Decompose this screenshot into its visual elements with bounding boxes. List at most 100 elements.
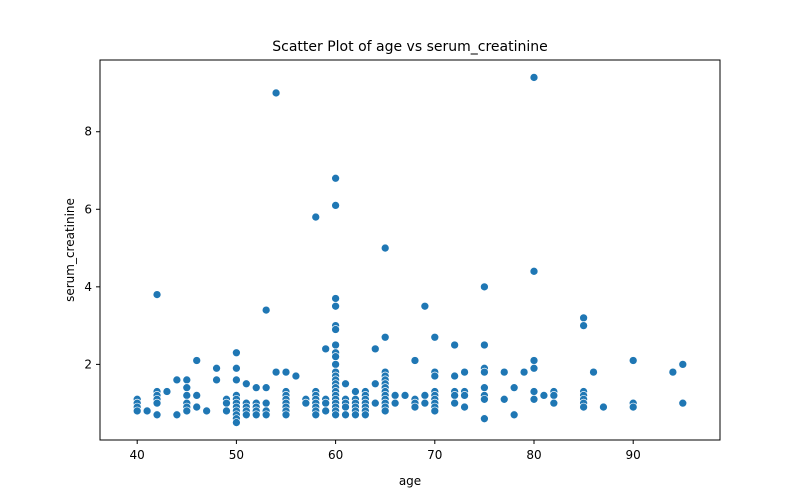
data-point <box>212 375 221 385</box>
data-point <box>460 367 469 377</box>
data-point <box>579 402 588 412</box>
x-axis-label: age <box>399 474 421 488</box>
x-tick-label: 70 <box>427 448 442 462</box>
data-point <box>182 391 192 400</box>
data-point <box>331 410 340 420</box>
data-point <box>628 402 638 412</box>
data-point <box>380 406 390 416</box>
data-point <box>301 398 311 408</box>
data-point <box>420 301 430 311</box>
data-point <box>232 363 241 373</box>
data-point <box>400 391 410 400</box>
data-point <box>192 356 202 365</box>
data-point <box>331 294 340 303</box>
data-point <box>132 406 142 416</box>
data-point <box>410 402 420 412</box>
data-point <box>182 406 192 416</box>
data-point <box>182 383 192 392</box>
data-point <box>232 348 241 358</box>
data-point <box>390 398 400 408</box>
data-point <box>152 290 162 299</box>
y-tick-label: 2 <box>84 357 92 371</box>
data-point <box>460 402 469 412</box>
data-point <box>212 363 221 373</box>
data-point <box>579 313 588 323</box>
chart-title: Scatter Plot of age vs serum_creatinine <box>272 39 547 55</box>
data-point <box>628 356 638 365</box>
data-point <box>351 387 360 396</box>
data-point <box>529 387 539 396</box>
data-point <box>341 410 350 420</box>
data-point <box>321 406 331 416</box>
y-axis: 2 4 6 8 <box>84 125 100 371</box>
data-point <box>331 325 340 334</box>
data-point <box>450 371 459 381</box>
data-point <box>162 387 172 396</box>
data-point <box>410 356 420 365</box>
data-point <box>172 375 182 385</box>
data-point <box>222 398 231 408</box>
data-point <box>311 410 321 420</box>
data-point <box>251 383 261 392</box>
data-point <box>331 173 340 183</box>
data-point <box>271 88 281 98</box>
data-point <box>261 305 271 315</box>
data-point <box>152 398 162 408</box>
data-point <box>549 398 559 408</box>
data-point <box>509 410 519 420</box>
data-point <box>589 367 598 377</box>
points-layer <box>132 73 688 427</box>
data-point <box>370 379 380 389</box>
data-point <box>539 391 549 400</box>
data-point <box>331 360 340 369</box>
data-point <box>420 391 430 400</box>
data-point <box>351 410 360 420</box>
data-point <box>232 418 241 427</box>
data-point <box>152 410 162 420</box>
data-point <box>480 340 489 350</box>
data-point <box>202 406 211 416</box>
data-point <box>450 340 459 350</box>
data-point <box>499 367 509 377</box>
data-point <box>370 398 380 408</box>
data-point <box>450 398 459 408</box>
data-point <box>480 394 489 404</box>
data-point <box>529 266 539 276</box>
data-point <box>430 406 440 416</box>
data-point <box>420 398 430 408</box>
data-point <box>678 398 688 408</box>
data-point <box>480 383 489 392</box>
data-point <box>678 360 688 369</box>
data-point <box>519 367 529 377</box>
data-point <box>480 414 489 424</box>
plot-frame <box>99 59 721 441</box>
data-point <box>241 410 251 420</box>
x-tick-label: 40 <box>130 448 145 462</box>
x-tick-label: 90 <box>626 448 641 462</box>
x-tick-label: 50 <box>229 448 244 462</box>
data-point <box>380 332 390 342</box>
data-point <box>529 394 539 404</box>
data-point <box>192 402 202 412</box>
data-point <box>450 391 459 400</box>
data-point <box>668 367 678 377</box>
data-point <box>480 367 489 377</box>
y-tick-label: 8 <box>84 125 92 139</box>
data-point <box>281 410 291 420</box>
data-point <box>331 201 340 210</box>
data-point <box>311 212 321 222</box>
data-point <box>529 356 539 365</box>
data-point <box>331 340 340 350</box>
data-point <box>460 391 469 400</box>
data-point <box>380 243 390 253</box>
data-point <box>390 391 400 400</box>
y-tick-label: 4 <box>84 280 92 294</box>
data-point <box>361 410 370 420</box>
data-point <box>549 391 559 400</box>
data-point <box>261 383 271 392</box>
data-point <box>509 383 519 392</box>
data-point <box>241 379 251 389</box>
data-point <box>261 398 271 408</box>
data-point <box>232 375 241 385</box>
